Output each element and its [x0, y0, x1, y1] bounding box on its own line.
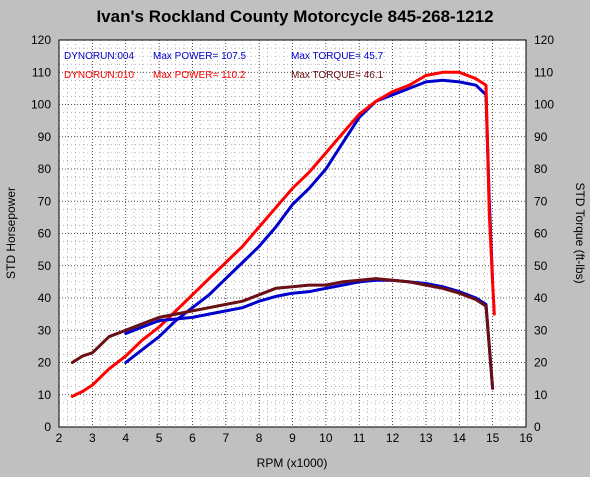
legend-torque-1: Max TORQUE= 45.7: [291, 51, 384, 62]
x-tick-label: 16: [519, 431, 533, 445]
y-tick-label-right: 10: [534, 388, 548, 402]
grid-lines: [58, 39, 527, 428]
y-tick-label-right: 110: [534, 65, 553, 79]
x-tick-label: 3: [89, 431, 96, 445]
legend-run-2: DYNORUN:010: [64, 70, 134, 81]
y-tick-label-left: 10: [38, 388, 52, 402]
y-tick-label-right: 60: [534, 227, 548, 241]
y-tick-label-left: 110: [32, 65, 51, 79]
y-tick-label-left: 30: [38, 323, 52, 337]
x-tick-label: 6: [189, 431, 196, 445]
y-tick-label-left: 100: [31, 98, 51, 112]
x-axis-label: RPM (x1000): [257, 456, 328, 470]
legend: DYNORUN:004 Max POWER= 107.5 Max TORQUE=…: [64, 51, 384, 81]
x-tick-label: 7: [222, 431, 229, 445]
series-dynorun010-torque: [70, 277, 495, 390]
x-tick-label: 8: [256, 431, 263, 445]
y-tick-label-left: 20: [38, 356, 52, 370]
x-tick-label: 15: [486, 431, 500, 445]
y-tick-label-right: 90: [534, 130, 548, 144]
y-tick-label-right: 80: [534, 162, 548, 176]
y-tick-label-left: 40: [38, 291, 52, 305]
y-tick-label-right: 0: [534, 420, 541, 434]
y-tick-label-left: 50: [38, 259, 52, 273]
y-tick-label-right: 120: [534, 33, 554, 47]
y-tick-label-left: 120: [31, 33, 51, 47]
y-tick-label-right: 30: [534, 323, 548, 337]
x-tick-label: 4: [122, 431, 129, 445]
y-axis-label-left: STD Horsepower: [4, 187, 18, 279]
y-tick-label-left: 90: [38, 130, 52, 144]
x-tick-label: 9: [289, 431, 296, 445]
plot-area: [59, 40, 526, 427]
y-axis-label-right: STD Torque (ft-lbs): [573, 182, 587, 283]
y-tick-label-left: 0: [44, 420, 51, 434]
series-dynorun010-power: [70, 70, 496, 398]
series-dynorun004-power: [124, 78, 495, 364]
y-tick-label-right: 100: [534, 98, 554, 112]
x-tick-label: 11: [353, 431, 366, 445]
y-tick-label-left: 60: [38, 227, 52, 241]
series-layer: [70, 70, 496, 398]
legend-torque-2: Max TORQUE= 46.1: [291, 70, 384, 81]
y-tick-label-left: 80: [38, 162, 52, 176]
y-tick-label-left: 70: [38, 194, 52, 208]
y-tick-label-right: 50: [534, 259, 548, 273]
x-tick-label: 12: [386, 431, 400, 445]
x-tick-label: 5: [156, 431, 163, 445]
x-tick-label: 2: [56, 431, 63, 445]
x-tick-label: 10: [319, 431, 333, 445]
y-tick-label-right: 20: [534, 356, 548, 370]
y-tick-label-right: 40: [534, 291, 548, 305]
series-dynorun004-torque: [124, 278, 495, 390]
legend-power-1: Max POWER= 107.5: [153, 51, 247, 62]
y-tick-label-right: 70: [534, 194, 548, 208]
legend-power-2: Max POWER= 110.2: [153, 70, 246, 81]
x-tick-label: 14: [453, 431, 467, 445]
legend-run-1: DYNORUN:004: [64, 51, 134, 62]
x-tick-label: 13: [419, 431, 433, 445]
plot-border: [58, 39, 527, 428]
chart-title: Ivan's Rockland County Motorcycle 845-26…: [96, 7, 493, 26]
